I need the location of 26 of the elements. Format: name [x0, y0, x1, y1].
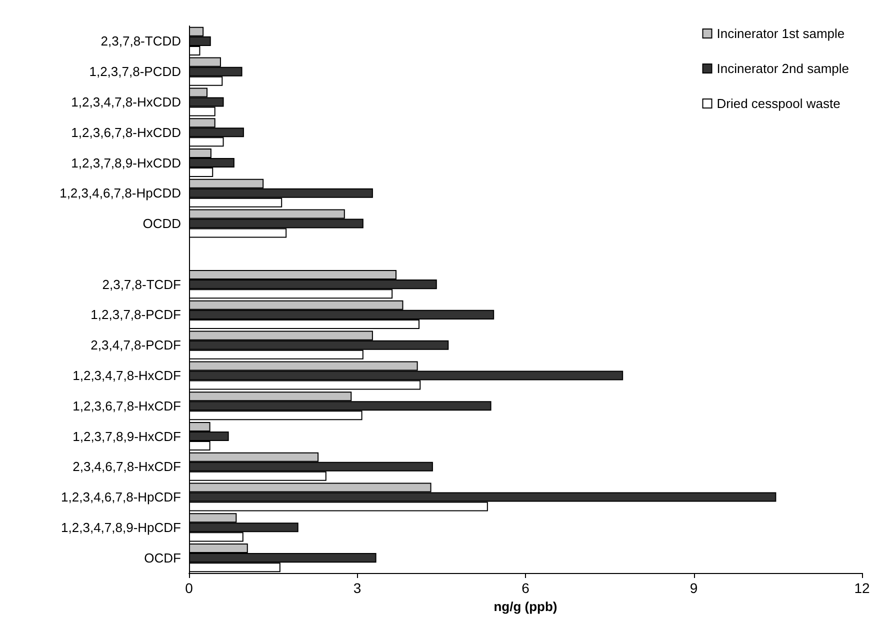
y-tick-label: 2,3,7,8-TCDF — [102, 276, 182, 292]
y-tick-label: 1,2,3,7,8,9-HxCDF — [72, 428, 182, 444]
y-tick-label: 1,2,3,4,6,7,8-HpCDD — [60, 186, 181, 201]
y-tick-label: 1,2,3,7,8,9-HxCDD — [71, 155, 181, 170]
y-tick-label: 1,2,3,6,7,8-HxCDD — [71, 124, 181, 140]
x-axis-title: ng/g (ppb) — [494, 598, 558, 614]
y-tick-label: 1,2,3,4,7,8,9-HpCDF — [61, 520, 182, 535]
x-tick-label: 12 — [854, 580, 870, 596]
legend-label: Dried cesspool waste — [716, 96, 840, 111]
y-tick-label: 1,2,3,4,7,8-HxCDF — [72, 368, 182, 383]
legend-label: Incinerator 2nd sample — [716, 61, 850, 76]
y-tick-label: 1,2,3,7,8-PCDD — [89, 64, 181, 80]
x-tick-label: 9 — [690, 580, 698, 596]
y-tick-label: 1,2,3,6,7,8-HxCDF — [72, 398, 182, 414]
legend-label: Incinerator 1st sample — [716, 26, 845, 41]
y-tick-label: 2,3,7,8-TCDD — [100, 34, 181, 49]
y-tick-label: 1,2,3,4,7,8-HxCDD — [71, 94, 181, 110]
x-tick-label: 3 — [353, 580, 362, 596]
y-tick-label: 1,2,3,4,6,7,8-HpCDF — [61, 490, 182, 505]
x-tick-label: 6 — [522, 580, 530, 596]
y-tick-label: 2,3,4,7,8-PCDF — [90, 338, 182, 353]
y-tick-label: 2,3,4,6,7,8-HxCDF — [72, 459, 182, 474]
y-tick-label: 1,2,3,7,8-PCDF — [90, 307, 182, 322]
y-tick-label: OCDF — [144, 550, 182, 566]
x-tick-label: 0 — [185, 580, 194, 596]
y-tick-label: OCDD — [142, 216, 181, 232]
